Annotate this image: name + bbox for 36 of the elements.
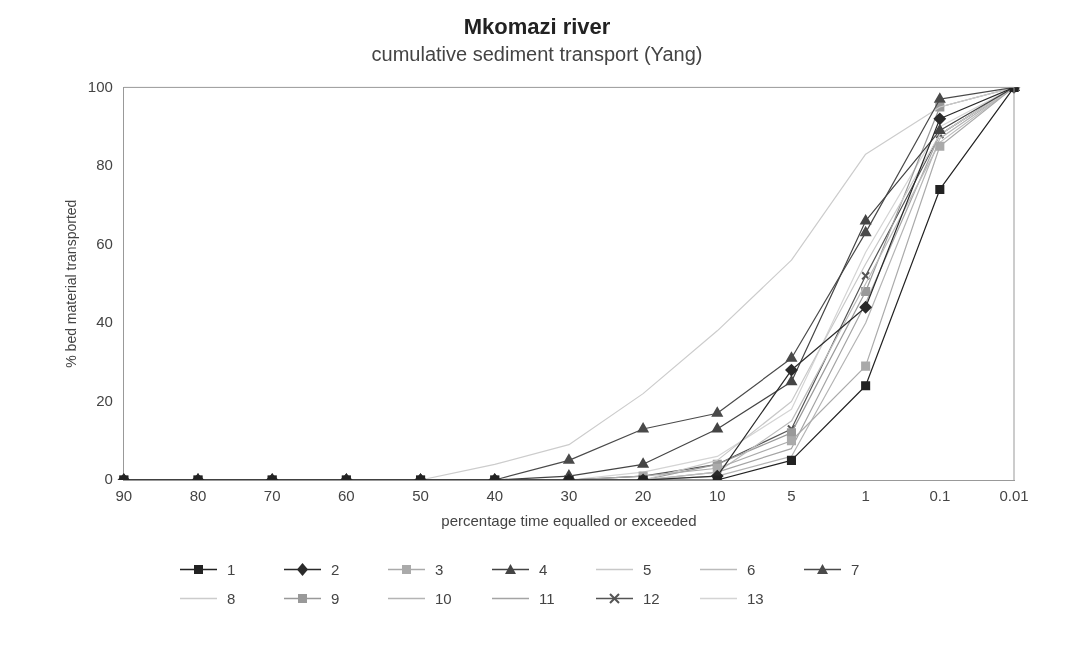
legend-label: 11 — [539, 590, 555, 607]
y-axis-title: % bed material transported — [63, 199, 80, 368]
legend-label: 3 — [435, 561, 444, 578]
legend-label: 5 — [643, 561, 652, 578]
x-tick-label: 50 — [412, 487, 429, 505]
y-tick-label: 40 — [96, 313, 113, 331]
x-tick-label: 60 — [338, 487, 355, 505]
y-tick-label: 0 — [104, 470, 113, 488]
y-tick-label: 80 — [96, 156, 113, 174]
x-tick-label: 20 — [634, 487, 652, 505]
legend-label: 4 — [539, 561, 548, 578]
legend-label: 9 — [331, 590, 340, 607]
legend-label: 13 — [747, 590, 764, 607]
x-tick-label: 90 — [115, 487, 133, 505]
chart-title: Mkomazi river — [463, 14, 611, 40]
x-tick-label: 40 — [486, 487, 504, 505]
legend-label: 12 — [643, 590, 660, 607]
x-axis-title: percentage time equalled or exceeded — [441, 512, 697, 530]
x-tick-label: 80 — [189, 487, 207, 505]
legend-label: 6 — [747, 561, 756, 578]
y-tick-label: 100 — [87, 77, 113, 95]
x-tick-label: 5 — [787, 487, 796, 505]
legend-label: 7 — [851, 561, 860, 578]
x-tick-label: 10 — [708, 487, 726, 505]
y-tick-label: 60 — [96, 234, 113, 252]
x-tick-label: 0.01 — [999, 487, 1029, 505]
x-tick-label: 30 — [560, 487, 578, 505]
x-tick-label: 0.1 — [929, 487, 951, 505]
x-tick-label: 1 — [861, 487, 870, 505]
x-tick-label: 70 — [263, 487, 281, 505]
chart-subtitle: cumulative sediment transport (Yang) — [371, 42, 703, 65]
legend-label: 1 — [227, 561, 236, 578]
legend-label: 10 — [435, 590, 452, 607]
legend-label: 8 — [227, 590, 236, 607]
legend-label: 2 — [331, 561, 340, 578]
y-tick-label: 20 — [96, 391, 113, 409]
